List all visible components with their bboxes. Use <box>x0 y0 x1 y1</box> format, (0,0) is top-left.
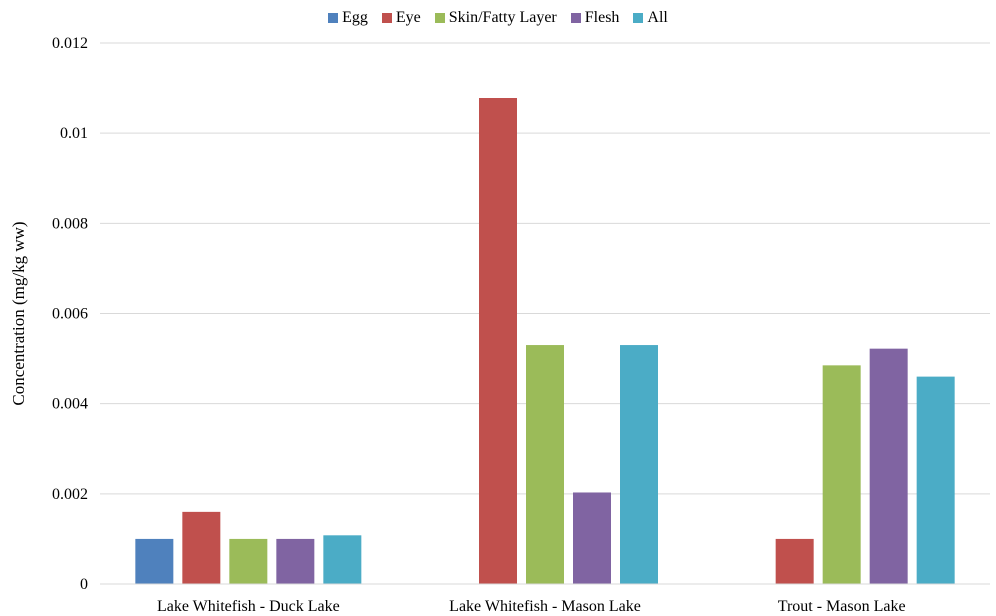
legend-item-0: Egg <box>328 9 368 27</box>
bar <box>182 511 221 584</box>
y-tick-label: 0.008 <box>52 215 88 232</box>
x-category-label: Lake Whitefish - Mason Lake <box>449 598 641 615</box>
bar <box>135 538 174 584</box>
y-axis-title: Concentration (mg/kg ww) <box>9 221 28 405</box>
y-tick-label: 0.01 <box>60 125 88 142</box>
legend-label: All <box>647 9 668 26</box>
x-category-label: Trout - Mason Lake <box>778 598 906 615</box>
legend-swatch <box>381 13 392 23</box>
legend-item-3: Flesh <box>570 9 620 27</box>
legend: Egg Eye Skin/Fatty Layer Flesh All <box>0 9 996 27</box>
legend-label: Flesh <box>584 9 620 26</box>
y-tick-label: 0.002 <box>52 486 88 503</box>
bar <box>869 348 908 584</box>
legend-label: Skin/Fatty Layer <box>448 9 557 26</box>
legend-swatch <box>434 13 445 23</box>
bar <box>620 345 658 584</box>
legend-label: Eye <box>395 9 421 26</box>
y-tick-label: 0.012 <box>52 35 88 52</box>
bar <box>276 538 315 584</box>
legend-swatch <box>328 13 339 23</box>
bar <box>775 538 814 584</box>
y-tick-labels: 0 0.002 0.004 0.006 0.008 0.01 0.012 <box>52 35 88 593</box>
legend-item-4: All <box>633 9 668 27</box>
legend-item-1: Eye <box>381 9 421 27</box>
bar <box>573 492 611 584</box>
bar <box>916 376 955 584</box>
bar <box>526 345 564 584</box>
y-tick-label: 0 <box>80 576 88 593</box>
y-tick-label: 0.004 <box>52 396 88 413</box>
x-category-labels: Lake Whitefish - Duck Lake Lake Whitefish… <box>157 598 906 615</box>
y-tick-label: 0.006 <box>52 306 88 323</box>
bar <box>822 365 861 584</box>
legend-swatch <box>633 13 644 23</box>
bar <box>229 538 268 584</box>
bar <box>323 535 362 584</box>
bars <box>135 98 955 585</box>
x-category-label: Lake Whitefish - Duck Lake <box>157 598 340 615</box>
bar <box>479 98 517 585</box>
legend-swatch <box>570 13 581 23</box>
legend-label: Egg <box>342 9 368 26</box>
legend-item-2: Skin/Fatty Layer <box>434 9 557 27</box>
